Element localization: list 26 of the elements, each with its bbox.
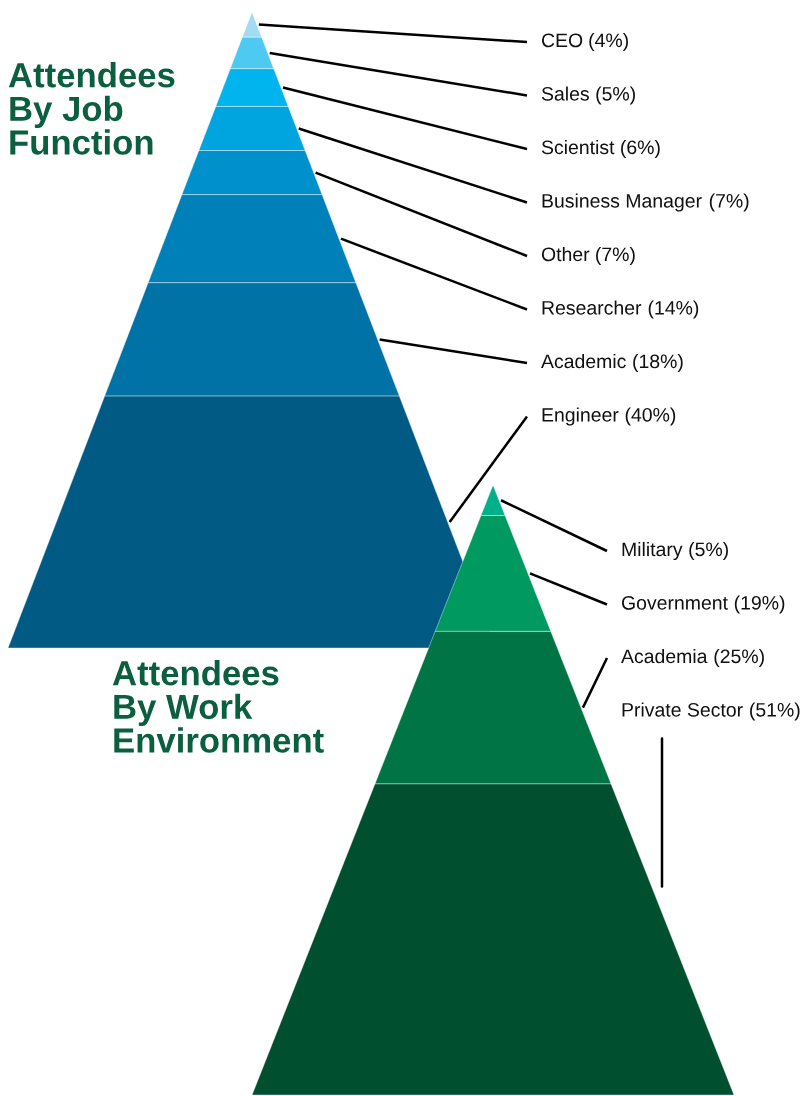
data-label: (4%) [589, 32, 628, 52]
category-label: Academic [541, 353, 626, 369]
category-label: Government [621, 595, 728, 610]
category-label: Engineer [542, 407, 619, 426]
text: Attendees By Work Environment [112, 660, 324, 753]
category-label: Business Manager [542, 193, 702, 212]
data-label: (5%) [689, 541, 728, 561]
data-label: (7%) [596, 246, 635, 266]
category-label: Sales [541, 86, 589, 101]
category-label: Other [541, 246, 590, 262]
category-label: Researcher [542, 300, 642, 315]
data-label: (19%) [734, 595, 785, 614]
category-label: Military [622, 541, 683, 561]
data-label: (7%) [709, 193, 749, 212]
category-label: Private Sector [622, 702, 743, 717]
data-label: (14%) [648, 300, 699, 319]
category-label: Academia [621, 648, 708, 664]
data-label: (5%) [596, 86, 635, 105]
data-label: (6%) [621, 139, 660, 159]
text: Attendees By Job Function [8, 62, 175, 155]
data-label: (25%) [714, 648, 764, 668]
category-label: Scientist [541, 139, 615, 155]
category-label: CEO [541, 33, 583, 48]
data-label: (40%) [625, 407, 676, 426]
data-label: (18%) [633, 353, 683, 373]
data-label: (51%) [750, 702, 800, 721]
